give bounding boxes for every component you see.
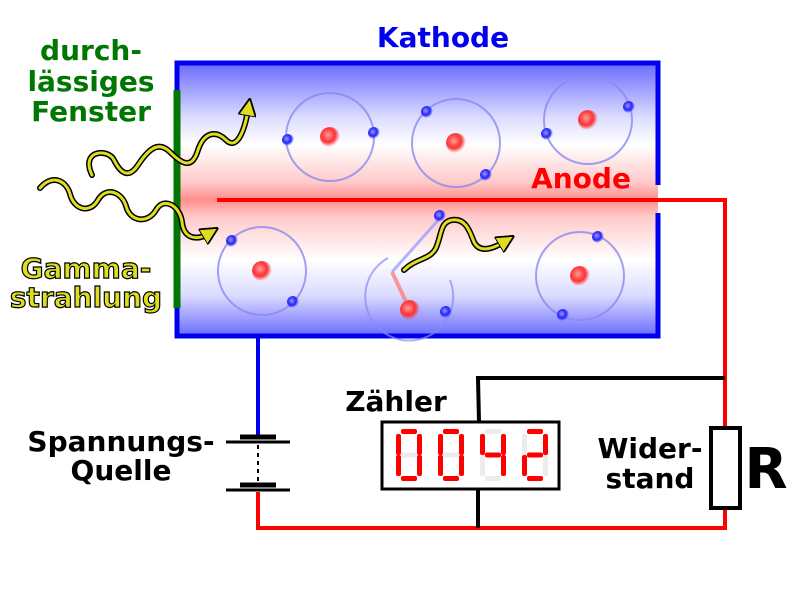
resistor-label-line1: Wider- <box>598 432 703 465</box>
gamma-ray <box>38 178 208 238</box>
digit-segment <box>443 429 459 434</box>
resistor-label-line2: stand <box>606 462 695 495</box>
battery-symbol <box>226 434 290 492</box>
gamma-label-line1: Gamma- <box>21 252 152 285</box>
digit-segment <box>401 429 417 434</box>
window-label-line3: Fenster <box>31 95 151 128</box>
digit-segment <box>396 434 401 455</box>
counter-label: Zähler <box>345 385 447 418</box>
digit-segment <box>443 476 459 481</box>
digit-segment <box>485 429 501 434</box>
gamma-ray <box>402 218 504 272</box>
atom <box>411 98 501 188</box>
digit-segment <box>527 429 543 434</box>
voltage-source-label-line1: Spannungs- <box>27 425 214 458</box>
circuit-wire-red <box>256 492 727 530</box>
window-label-line1: durch- <box>40 34 142 67</box>
counter-digits <box>396 429 548 481</box>
digit-segment <box>480 434 485 455</box>
digit-segment <box>543 455 548 476</box>
digit-segment <box>501 455 506 476</box>
cathode-label: Kathode <box>377 21 509 54</box>
digit-segment <box>401 452 417 458</box>
atom <box>535 231 625 321</box>
ionized-atom <box>364 210 455 342</box>
digit-segment <box>443 452 459 458</box>
digit-segment <box>401 476 417 481</box>
digit-segment <box>459 434 464 455</box>
anode-label: Anode <box>531 162 631 195</box>
digit-segment <box>396 455 401 476</box>
gamma-ray <box>87 110 248 177</box>
digit-segment <box>527 452 543 458</box>
digit-segment <box>485 476 501 481</box>
resistor-symbol-label: R <box>744 437 787 502</box>
digit-segment <box>417 434 422 455</box>
voltage-source-label-line2: Quelle <box>71 454 172 487</box>
digit-segment <box>522 434 527 455</box>
resistor-symbol <box>709 426 742 510</box>
digit-segment <box>480 455 485 476</box>
digit-segment <box>543 434 548 455</box>
digit-segment <box>438 455 443 476</box>
digit-segment <box>527 476 543 481</box>
window-label-line2: lässiges <box>27 65 154 98</box>
digit-segment <box>522 455 527 476</box>
digit-segment <box>417 455 422 476</box>
digit-segment <box>459 455 464 476</box>
atom <box>541 75 635 165</box>
digit-segment <box>438 434 443 455</box>
atom <box>217 226 307 316</box>
digit-segment <box>501 434 506 455</box>
gamma-label-line2: strahlung <box>10 281 162 314</box>
anode-wire <box>217 198 727 428</box>
atom <box>282 92 380 182</box>
digit-segment <box>485 452 501 458</box>
counter-wire-top <box>475 376 725 423</box>
